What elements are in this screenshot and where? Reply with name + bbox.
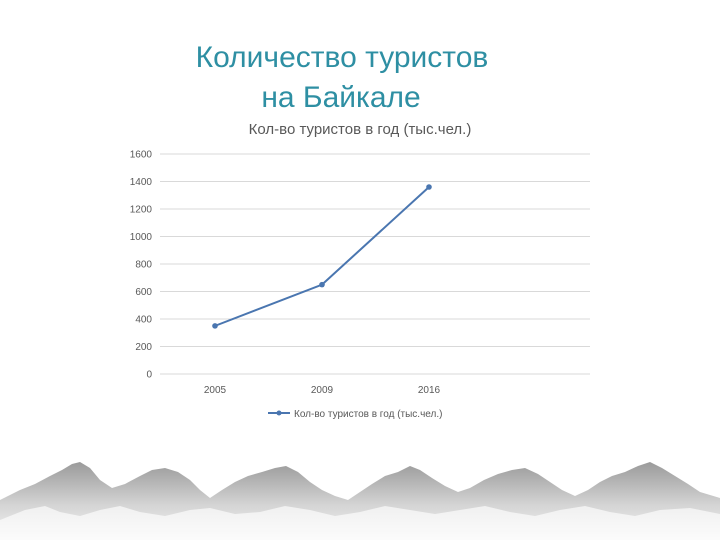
line-chart: Кол-во туристов в год (тыс.чел.) 0 200 400… [0,0,720,440]
x-tick-label: 2005 [204,385,227,396]
y-tick-label: 600 [135,287,152,298]
data-point [212,323,218,329]
y-tick-label: 0 [146,370,152,381]
data-point [426,184,432,190]
legend-marker-icon [277,411,282,416]
y-axis-ticks: 0 200 400 600 800 1000 1200 1400 1600 [130,150,153,381]
mountains-decoration [0,440,720,540]
data-point [319,282,325,288]
y-tick-label: 1600 [130,150,153,161]
y-tick-label: 1000 [130,232,153,243]
chart-legend: Кол-во туристов в год (тыс.чел.) [268,409,442,420]
y-tick-label: 1400 [130,177,153,188]
series-layer [212,184,432,328]
y-tick-label: 400 [135,315,152,326]
legend-label: Кол-во туристов в год (тыс.чел.) [294,409,442,420]
x-tick-label: 2016 [418,385,441,396]
y-tick-label: 200 [135,342,152,353]
x-axis-ticks: 2005 2009 2016 [204,385,441,396]
chart-gridlines [160,154,590,374]
y-tick-label: 800 [135,260,152,271]
x-tick-label: 2009 [311,385,334,396]
chart-title: Кол-во туристов в год (тыс.чел.) [249,121,472,138]
series-line [215,187,429,326]
y-tick-label: 1200 [130,205,153,216]
